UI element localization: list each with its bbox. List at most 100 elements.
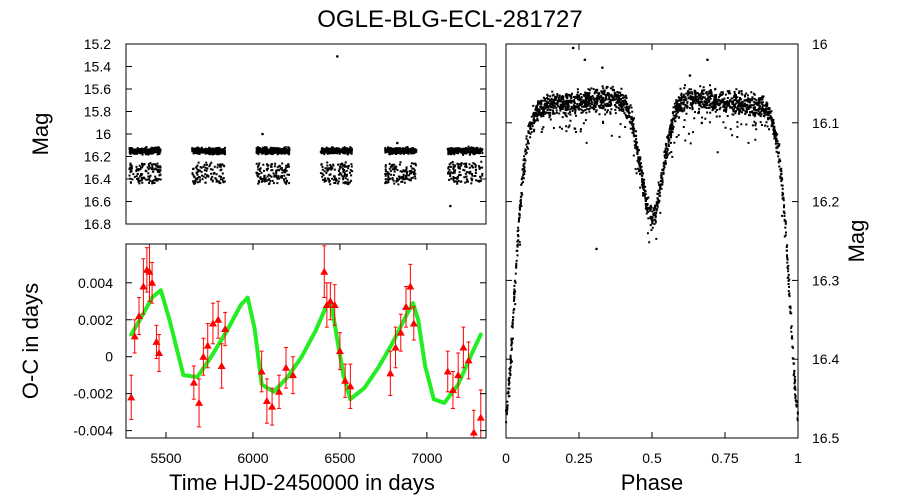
phase-outlier — [583, 58, 587, 62]
o-c-triangle-marker — [282, 363, 290, 371]
o-c-triangle-marker — [262, 397, 271, 405]
light-curve-frame — [125, 43, 487, 225]
o-c-y-tick-label: -0.002 — [73, 386, 113, 402]
o-c-point — [443, 350, 452, 393]
o-c-x-label: Time HJD-2450000 in days — [169, 470, 435, 495]
o-c-point — [203, 322, 212, 369]
phase-outlier — [601, 66, 604, 69]
o-c-triangle-marker — [195, 398, 204, 406]
o-c-point — [320, 245, 329, 299]
o-c-point — [221, 311, 230, 347]
o-c-point — [409, 306, 418, 341]
o-c-y-tick-label: 0 — [105, 349, 113, 365]
phase-x-tick-label: 0.25 — [565, 450, 592, 466]
o-c-frame — [125, 243, 487, 439]
o-c-triangle-marker — [335, 347, 344, 355]
o-c-triangle-marker — [469, 428, 478, 436]
o-c-triangle-marker — [443, 367, 452, 375]
o-c-point — [195, 378, 204, 428]
o-c-triangle-marker — [386, 369, 395, 377]
phase-y-label: Mag — [844, 220, 869, 263]
o-c-triangle-marker — [130, 332, 139, 340]
light-curve-y-ticks: 15.2 15.4 15.6 15.8 16 16.2 16.4 16.6 16.8 — [84, 36, 486, 232]
phase-outlier — [706, 58, 709, 62]
light-curve-outlier — [396, 141, 399, 145]
o-c-triangle-marker — [391, 343, 400, 351]
o-c-triangle-marker — [320, 267, 329, 275]
light-curve-y-tick-label: 16.4 — [84, 171, 111, 187]
phase-point-cloud — [505, 84, 799, 424]
o-c-triangle-marker — [288, 371, 297, 379]
o-c-triangle-marker — [208, 319, 217, 327]
o-c-y-label: O-C in days — [18, 283, 43, 399]
o-c-triangle-marker — [406, 282, 415, 290]
o-c-triangle-marker — [152, 337, 161, 345]
phase-x-ticks: 0 0.25 0.5 0.75 1 — [502, 44, 802, 466]
light-curve-y-tick-label: 16.8 — [84, 216, 111, 232]
phase-frame — [505, 43, 799, 439]
light-curve-panel: 15.2 15.4 15.6 15.8 16 16.2 16.4 16.6 16.8 Mag — [28, 36, 487, 232]
light-curve-points — [128, 55, 484, 208]
o-c-point — [469, 409, 478, 439]
o-c-model-curve — [129, 288, 483, 405]
light-curve-y-tick-label: 16 — [95, 126, 111, 142]
o-c-triangle-marker — [409, 319, 418, 327]
o-c-point — [189, 365, 198, 400]
phase-y-ticks: 16 16.1 16.2 16.3 16.4 16.5 — [506, 36, 839, 446]
phase-y-tick-label: 16.4 — [812, 351, 839, 367]
o-c-point — [282, 346, 290, 389]
o-c-triangle-marker — [155, 349, 164, 357]
o-c-triangle-marker — [275, 387, 284, 395]
o-c-panel: 0.004 0.002 0 -0.002 -0.004 5500 6000 6500 7000… — [18, 243, 487, 495]
o-c-point — [257, 350, 266, 393]
o-c-point — [262, 378, 271, 424]
o-c-triangle-marker — [322, 300, 331, 308]
o-c-triangle-marker — [476, 413, 485, 421]
phase-x-tick-label: 0 — [502, 450, 510, 466]
o-c-triangle-marker — [402, 302, 410, 310]
o-c-triangle-marker — [189, 378, 198, 386]
phase-x-label: Phase — [621, 470, 683, 495]
o-c-point — [268, 387, 277, 426]
o-c-point — [391, 326, 400, 369]
o-c-triangle-marker — [139, 282, 148, 290]
o-c-triangle-marker — [203, 341, 212, 349]
o-c-point — [346, 363, 355, 409]
o-c-point — [402, 285, 410, 328]
o-c-triangle-marker — [459, 343, 468, 351]
o-c-point — [152, 324, 161, 360]
o-c-triangle-marker — [268, 402, 277, 410]
o-c-triangle-marker — [217, 361, 226, 369]
phase-panel: 16 16.1 16.2 16.3 16.4 16.5 0 0.25 0.5 0.75 1 Mag… — [502, 36, 869, 495]
o-c-point — [326, 282, 335, 321]
o-c-triangle-marker — [346, 382, 355, 390]
o-c-triangle-marker — [341, 376, 350, 384]
light-curve-y-tick-label: 15.6 — [84, 81, 111, 97]
phase-outlier — [688, 74, 692, 77]
o-c-x-tick-label: 5500 — [150, 450, 181, 466]
o-c-y-tick-label: 0.002 — [78, 312, 113, 328]
phase-outlier — [595, 247, 598, 251]
o-c-point — [199, 337, 208, 376]
o-c-triangle-marker — [199, 352, 208, 360]
light-curve-outlier — [261, 132, 264, 136]
o-c-point — [448, 370, 457, 409]
o-c-point — [406, 263, 415, 310]
phase-x-tick-label: 0.75 — [711, 450, 738, 466]
light-curve-y-label: Mag — [28, 113, 53, 156]
o-c-point — [217, 343, 226, 389]
o-c-point — [130, 319, 139, 354]
o-c-triangle-marker — [145, 267, 154, 275]
o-c-point — [155, 334, 164, 372]
o-c-point — [386, 350, 395, 397]
phase-y-tick-label: 16.1 — [812, 115, 839, 131]
light-curve-outlier — [336, 55, 339, 58]
o-c-point — [139, 258, 148, 315]
o-c-triangle-marker — [330, 300, 339, 308]
phase-y-tick-label: 16.5 — [812, 430, 839, 446]
o-c-triangle-marker — [148, 278, 157, 286]
phase-outlier — [571, 46, 575, 50]
o-c-point — [396, 313, 405, 352]
o-c-point — [454, 352, 463, 398]
phase-x-tick-label: 0.5 — [642, 450, 662, 466]
